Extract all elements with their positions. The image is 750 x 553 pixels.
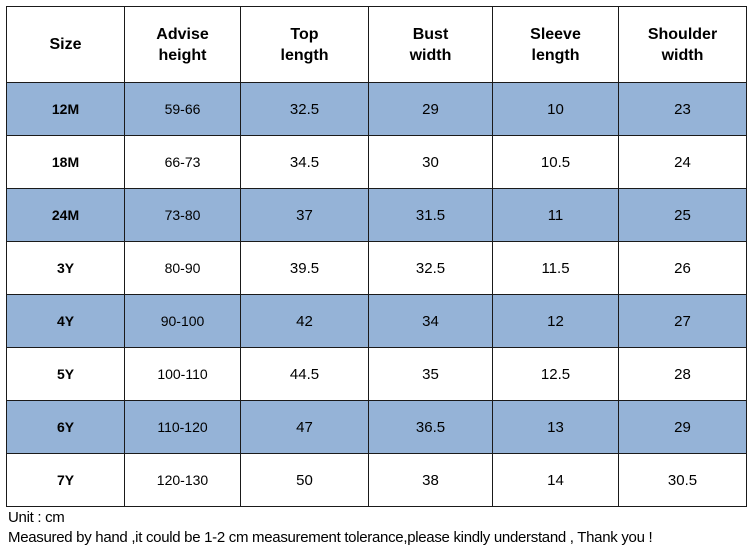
cell-shoulder-width: 25 xyxy=(618,188,747,242)
cell-sleeve-length: 12 xyxy=(492,294,619,348)
cell-bust-width: 35 xyxy=(368,347,493,401)
cell-sleeve-length: 10 xyxy=(492,82,619,136)
cell-sleeve-length: 14 xyxy=(492,453,619,507)
table-row: 7Y 120-130 50 38 14 30.5 xyxy=(6,453,747,507)
cell-advise-height: 100-110 xyxy=(124,347,241,401)
cell-size: 24M xyxy=(6,188,125,242)
cell-shoulder-width: 28 xyxy=(618,347,747,401)
cell-size: 3Y xyxy=(6,241,125,295)
cell-bust-width: 32.5 xyxy=(368,241,493,295)
header-shoulder-width: Shoulder width xyxy=(618,6,747,83)
cell-size: 12M xyxy=(6,82,125,136)
table-row: 5Y 100-110 44.5 35 12.5 28 xyxy=(6,347,747,401)
cell-sleeve-length: 11 xyxy=(492,188,619,242)
table-row: 6Y 110-120 47 36.5 13 29 xyxy=(6,400,747,454)
table-row: 4Y 90-100 42 34 12 27 xyxy=(6,294,747,348)
cell-advise-height: 90-100 xyxy=(124,294,241,348)
cell-bust-width: 38 xyxy=(368,453,493,507)
cell-shoulder-width: 29 xyxy=(618,400,747,454)
cell-advise-height: 110-120 xyxy=(124,400,241,454)
header-size: Size xyxy=(6,6,125,83)
cell-shoulder-width: 23 xyxy=(618,82,747,136)
header-row: Size Advise height Top length Bust width Sl… xyxy=(6,6,747,83)
cell-sleeve-length: 13 xyxy=(492,400,619,454)
cell-size: 5Y xyxy=(6,347,125,401)
table-row: 12M 59-66 32.5 29 10 23 xyxy=(6,82,747,136)
cell-shoulder-width: 27 xyxy=(618,294,747,348)
table-row: 18M 66-73 34.5 30 10.5 24 xyxy=(6,135,747,189)
cell-size: 18M xyxy=(6,135,125,189)
header-sleeve-length: Sleeve length xyxy=(492,6,619,83)
cell-shoulder-width: 24 xyxy=(618,135,747,189)
cell-size: 6Y xyxy=(6,400,125,454)
cell-top-length: 42 xyxy=(240,294,369,348)
cell-shoulder-width: 26 xyxy=(618,241,747,295)
cell-top-length: 39.5 xyxy=(240,241,369,295)
header-advise-height: Advise height xyxy=(124,6,241,83)
cell-top-length: 37 xyxy=(240,188,369,242)
cell-sleeve-length: 10.5 xyxy=(492,135,619,189)
notes: Unit : cm Measured by hand ,it could be … xyxy=(8,508,653,548)
cell-bust-width: 36.5 xyxy=(368,400,493,454)
cell-advise-height: 120-130 xyxy=(124,453,241,507)
cell-advise-height: 73-80 xyxy=(124,188,241,242)
tolerance-note: Measured by hand ,it could be 1-2 cm mea… xyxy=(8,529,653,546)
cell-top-length: 32.5 xyxy=(240,82,369,136)
table-row: 24M 73-80 37 31.5 11 25 xyxy=(6,188,747,242)
cell-advise-height: 80-90 xyxy=(124,241,241,295)
cell-bust-width: 34 xyxy=(368,294,493,348)
size-chart-table: Size Advise height Top length Bust width Sl… xyxy=(6,6,747,507)
cell-advise-height: 59-66 xyxy=(124,82,241,136)
cell-top-length: 50 xyxy=(240,453,369,507)
table-row: 3Y 80-90 39.5 32.5 11.5 26 xyxy=(6,241,747,295)
cell-bust-width: 29 xyxy=(368,82,493,136)
cell-top-length: 44.5 xyxy=(240,347,369,401)
unit-note: Unit : cm xyxy=(8,509,65,526)
cell-advise-height: 66-73 xyxy=(124,135,241,189)
cell-bust-width: 30 xyxy=(368,135,493,189)
cell-size: 7Y xyxy=(6,453,125,507)
cell-top-length: 34.5 xyxy=(240,135,369,189)
header-top-length: Top length xyxy=(240,6,369,83)
cell-bust-width: 31.5 xyxy=(368,188,493,242)
cell-sleeve-length: 11.5 xyxy=(492,241,619,295)
header-bust-width: Bust width xyxy=(368,6,493,83)
cell-sleeve-length: 12.5 xyxy=(492,347,619,401)
cell-size: 4Y xyxy=(6,294,125,348)
cell-top-length: 47 xyxy=(240,400,369,454)
cell-shoulder-width: 30.5 xyxy=(618,453,747,507)
